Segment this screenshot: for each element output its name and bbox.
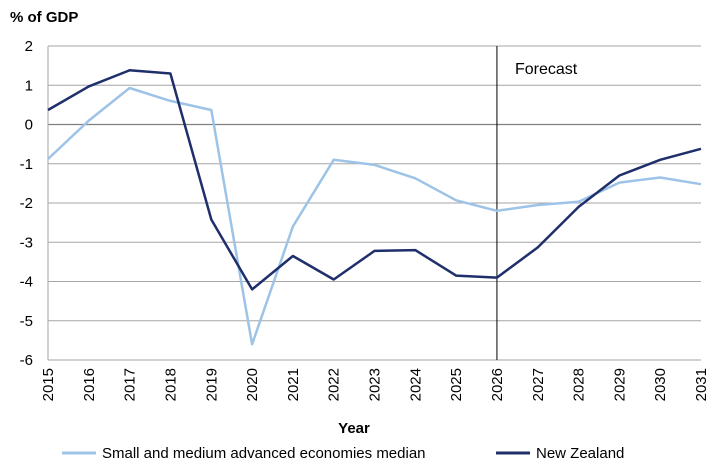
x-tick-label: 2017 [122, 368, 139, 401]
y-tick-label: -5 [20, 313, 33, 330]
series-line-new-zealand [47, 69, 702, 291]
y-tick-label: -3 [20, 234, 33, 251]
y-axis-label: % of GDP [10, 9, 78, 26]
legend: Small and medium advanced economies medi… [62, 445, 624, 462]
series-line-smaller-economies [47, 86, 702, 346]
x-tick-label: 2019 [203, 368, 220, 401]
x-tick-label: 2027 [530, 368, 547, 401]
x-tick-label: 2018 [162, 368, 179, 401]
legend-label-new-zealand: New Zealand [536, 445, 624, 462]
gridlines [47, 45, 701, 361]
forecast-annotation: Forecast [515, 61, 578, 78]
x-tick-label: 2022 [326, 368, 343, 401]
x-tick-label: 2015 [40, 368, 57, 401]
x-tick-label: 2030 [652, 368, 669, 401]
legend-label-smaller-economies: Small and medium advanced economies medi… [102, 445, 426, 462]
x-tick-label: 2024 [407, 368, 424, 401]
x-tick-label: 2028 [571, 368, 588, 401]
x-tick-label: 2016 [81, 368, 98, 401]
series-lines [47, 69, 702, 346]
x-axis-label: Year [338, 420, 370, 437]
x-tick-label: 2023 [367, 368, 384, 401]
y-tick-label: 0 [25, 117, 33, 134]
x-tick-label: 2025 [448, 368, 465, 401]
x-tick-label: 2029 [611, 368, 628, 401]
x-tick-label: 2020 [244, 368, 261, 401]
x-tick-label: 2031 [693, 368, 710, 401]
y-tick-label: -4 [20, 274, 33, 291]
y-tick-label: 1 [25, 77, 33, 94]
y-tick-label: -2 [20, 195, 33, 212]
x-tick-labels: 2015 2016 2017 2018 2019 2020 2021 2022 2023 2024… [40, 368, 710, 401]
y-tick-labels: 2 1 0 -1 -2 -3 -4 -5 -6 [20, 38, 33, 369]
y-tick-label: -1 [20, 156, 33, 173]
x-tick-label: 2026 [489, 368, 506, 401]
x-tick-label: 2021 [285, 368, 302, 401]
y-tick-label: -6 [20, 352, 33, 369]
y-tick-label: 2 [25, 38, 33, 55]
